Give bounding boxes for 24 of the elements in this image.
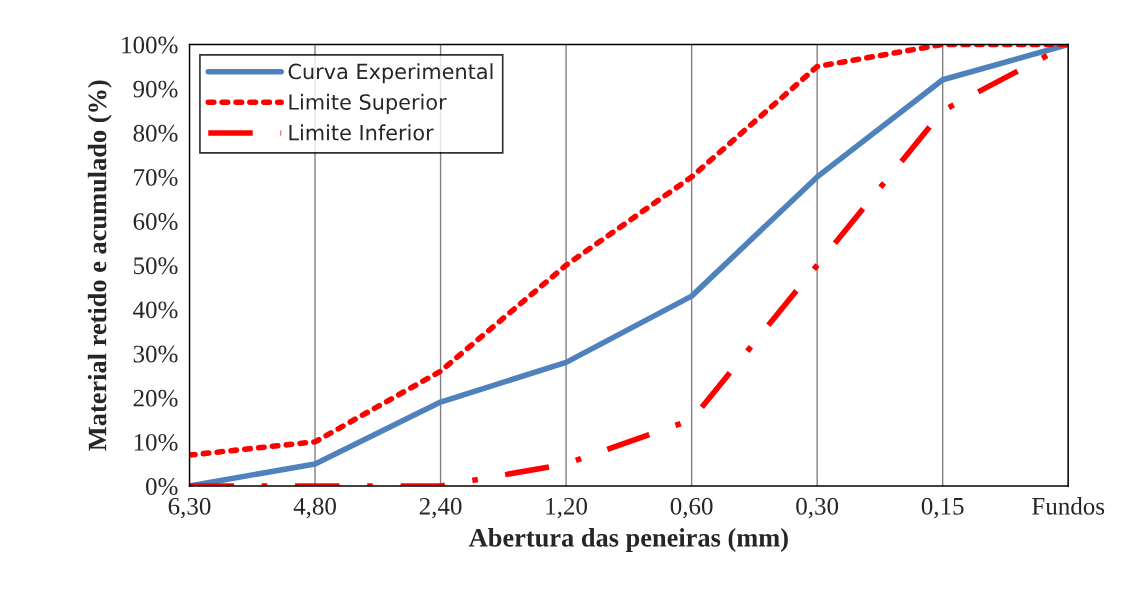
y-tick-label: 0% bbox=[146, 478, 178, 495]
legend-label: Limite Superior bbox=[289, 93, 447, 114]
y-tick-label: 60% bbox=[133, 213, 178, 231]
legend-label: Curva Experimental bbox=[288, 63, 493, 84]
y-tick-label: 90% bbox=[133, 80, 178, 98]
y-tick-label: 20% bbox=[133, 389, 178, 407]
x-tick-label: 2,40 bbox=[419, 497, 462, 519]
x-tick-label: 6,30 bbox=[168, 497, 211, 519]
y-tick-label: 80% bbox=[133, 124, 178, 142]
x-tick-label: 0,15 bbox=[921, 497, 964, 519]
x-tick-label: Fundos bbox=[1032, 497, 1105, 515]
y-tick-label: 10% bbox=[134, 433, 178, 451]
y-tick-label: 30% bbox=[133, 345, 178, 363]
y-axis-title: Material retido e acumulado (%) bbox=[87, 80, 112, 451]
y-tick-label: 70% bbox=[134, 168, 178, 186]
x-tick-label: 1,20 bbox=[546, 497, 588, 519]
y-tick-label: 40% bbox=[133, 301, 178, 319]
x-tick-label: 0,60 bbox=[670, 497, 713, 519]
x-axis-title: Abertura das peneiras (mm) bbox=[468, 528, 788, 553]
y-tick-label: 50% bbox=[134, 257, 178, 275]
y-tick-label: 100% bbox=[122, 36, 178, 54]
legend-label: Limite Inferior bbox=[289, 124, 434, 141]
x-tick-label: 0,30 bbox=[796, 497, 839, 519]
x-tick-label: 4,80 bbox=[293, 497, 336, 519]
